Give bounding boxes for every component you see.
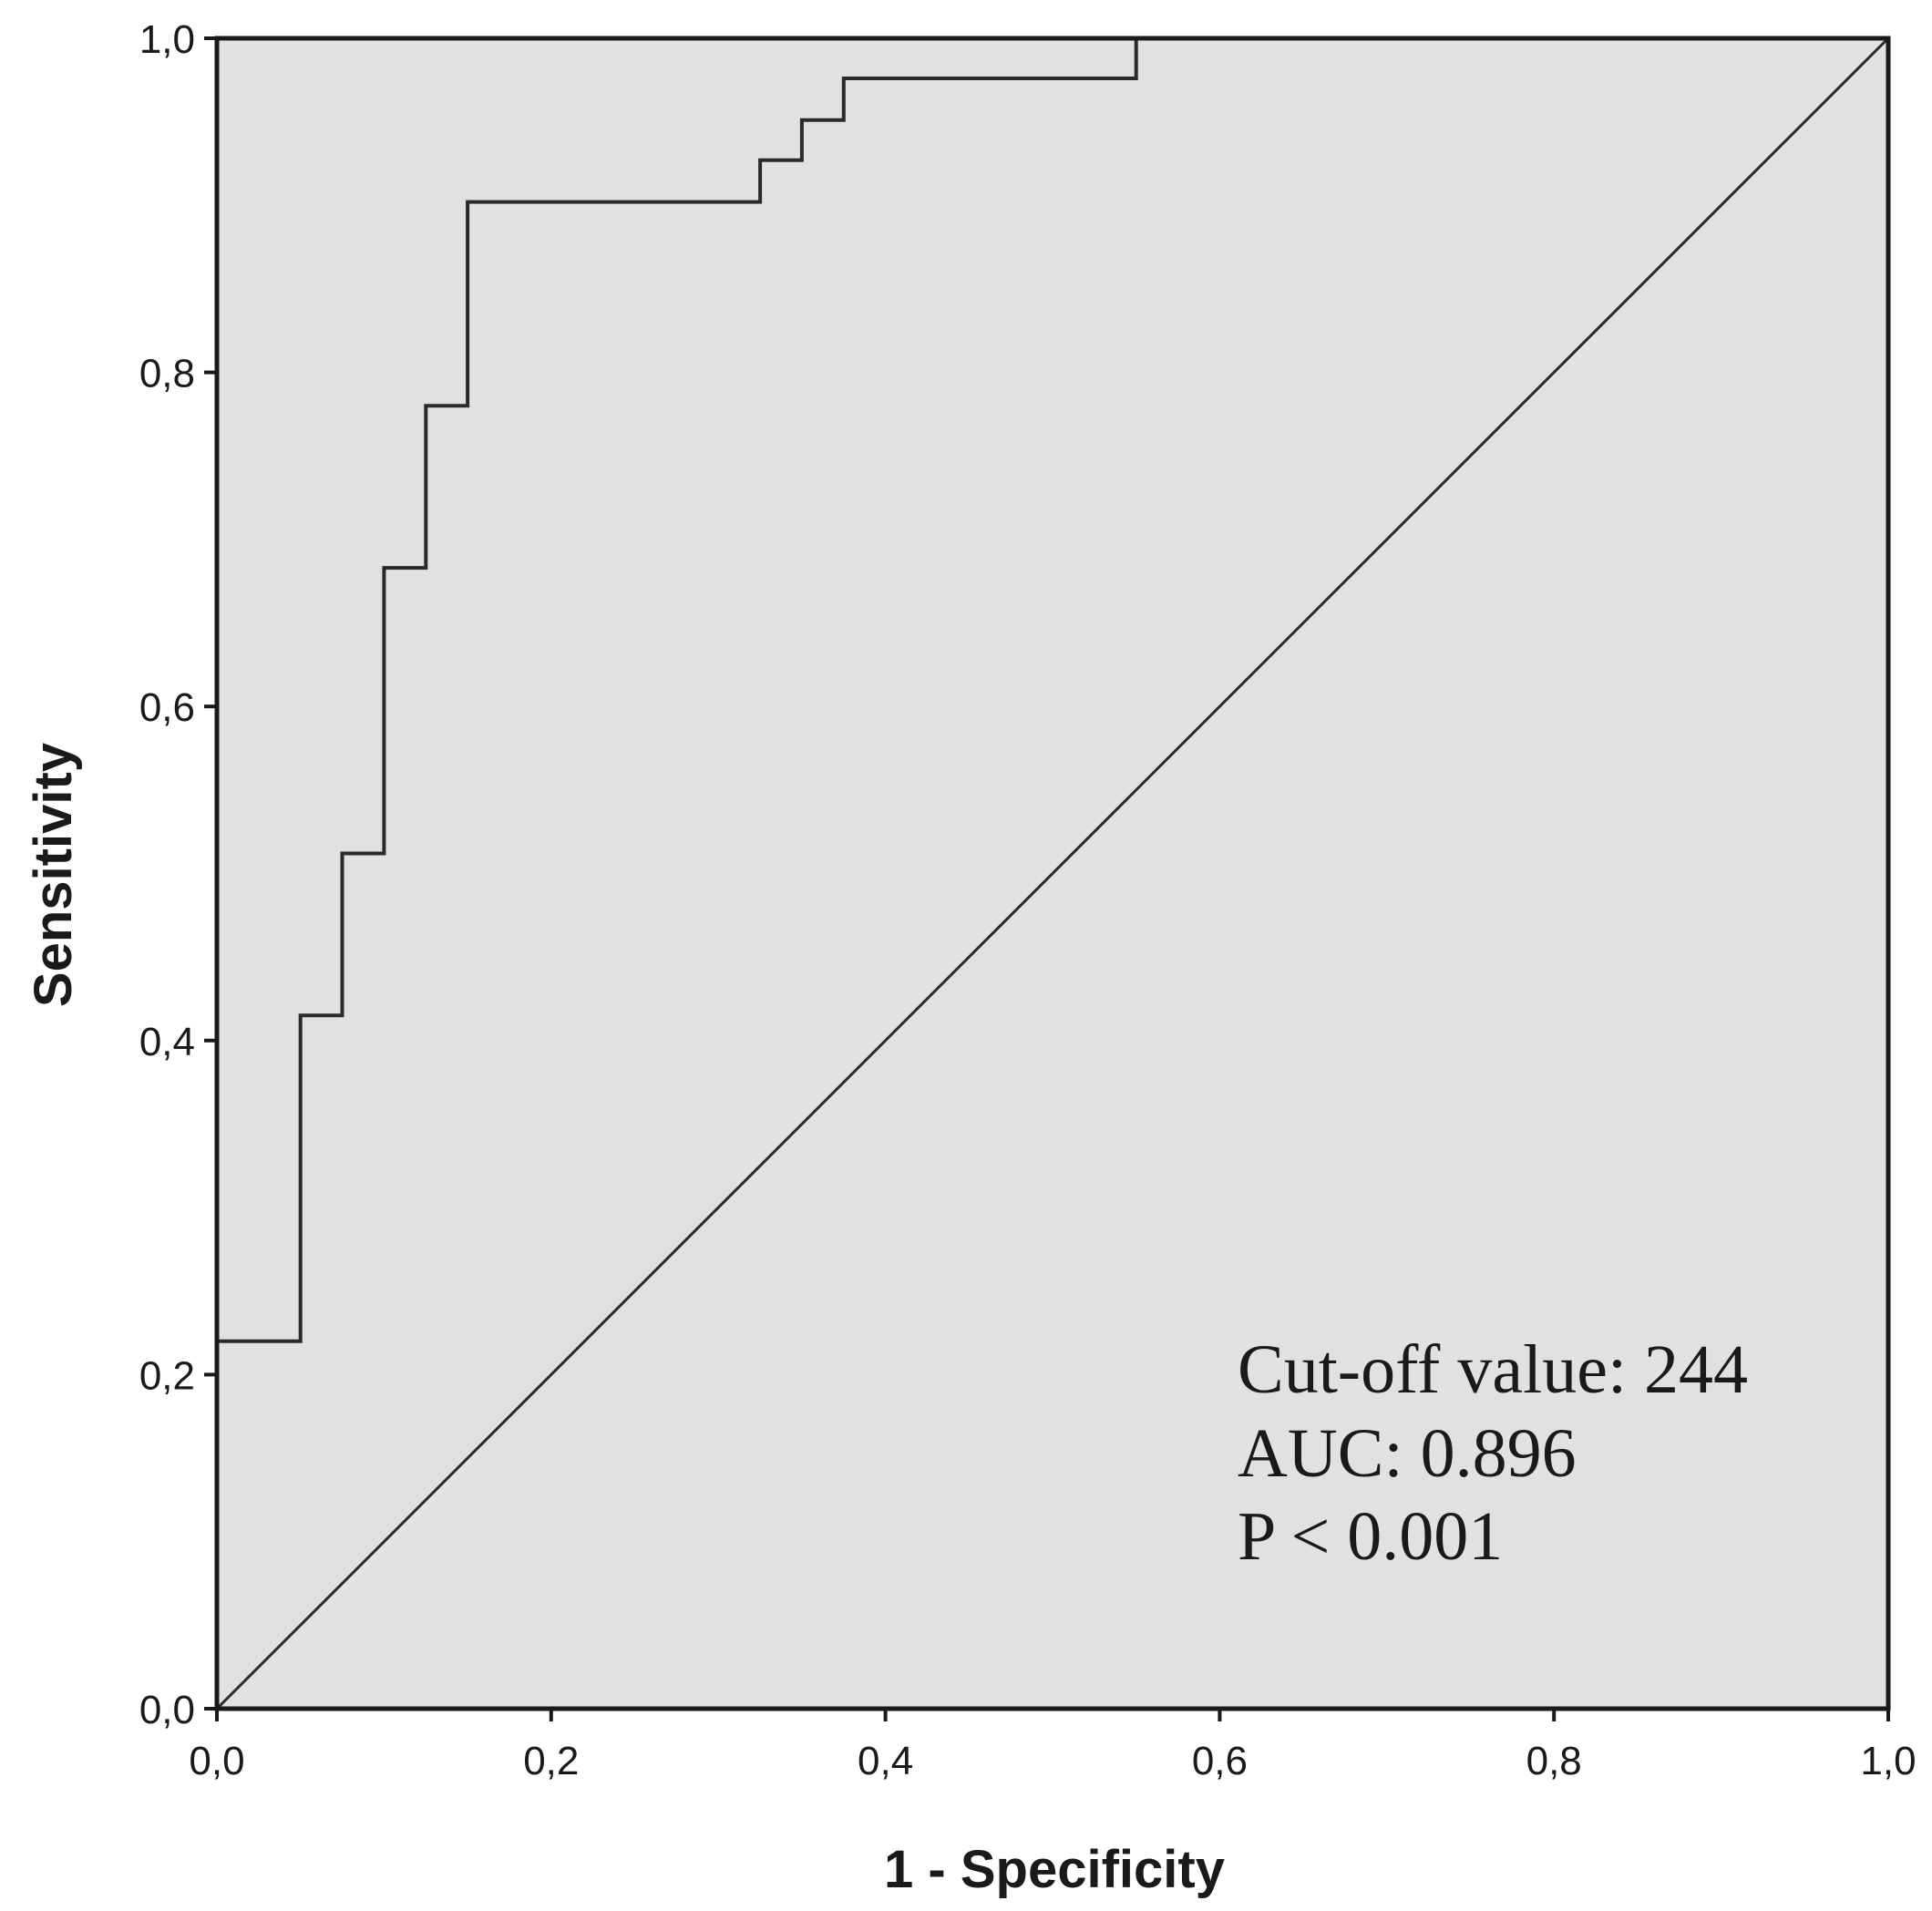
annotation-cutoff: Cut-off value: 244: [1238, 1331, 1748, 1408]
x-tick-label: 0,8: [1526, 1739, 1582, 1783]
roc-curve-line: [215, 36, 1888, 1709]
y-tick-label: 0,8: [139, 352, 195, 396]
y-tick-label: 1,0: [139, 17, 195, 62]
plot-frame: [214, 36, 1891, 1711]
x-tick-label: 0,4: [858, 1739, 913, 1783]
y-tick-label: 0,6: [139, 685, 195, 730]
x-tick-label: 0,0: [189, 1739, 244, 1783]
y-tick-label: 0,4: [139, 1020, 195, 1064]
y-axis-title: Sensitivity: [24, 743, 83, 1007]
x-axis-title: 1 - Specificity: [884, 1840, 1225, 1899]
x-tick-label: 1,0: [1860, 1739, 1916, 1783]
x-tick-label: 0,6: [1192, 1739, 1248, 1783]
x-tick-label: 0,2: [523, 1739, 579, 1783]
reference-diagonal-line: [215, 36, 1890, 1711]
annotation-auc: AUC: 0.896: [1238, 1415, 1577, 1492]
y-tick-label: 0,0: [139, 1688, 195, 1732]
annotation-p-value: P < 0.001: [1238, 1498, 1503, 1575]
y-tick-label: 0,2: [139, 1353, 195, 1398]
annotation-block: Cut-off value: 244 AUC: 0.896 P < 0.001: [1238, 1331, 1748, 1575]
